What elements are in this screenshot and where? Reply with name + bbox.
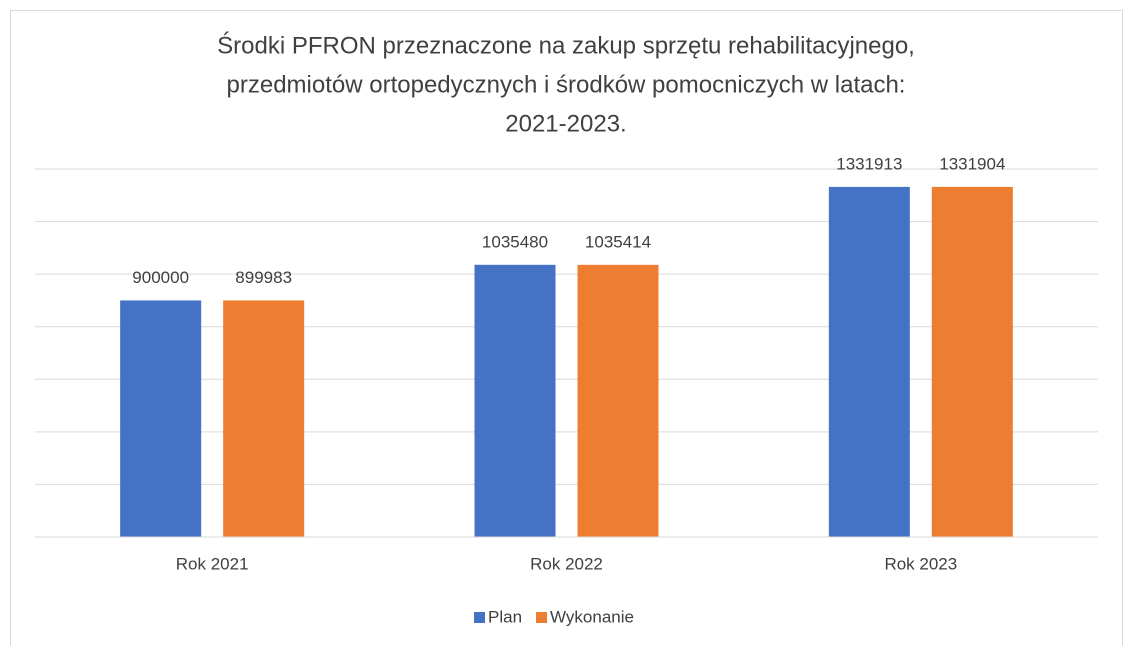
bar bbox=[577, 264, 659, 537]
data-label: 899983 bbox=[235, 268, 292, 287]
legend-swatch bbox=[536, 612, 548, 623]
data-label: 1035480 bbox=[482, 232, 548, 251]
legend-label: Wykonanie bbox=[550, 607, 634, 626]
legend-swatch bbox=[474, 612, 485, 623]
data-label: 1331913 bbox=[836, 154, 902, 173]
x-tick-label: Rok 2023 bbox=[884, 554, 957, 573]
chart-title: Środki PFRON przeznaczone na zakup sprzę… bbox=[217, 31, 915, 59]
bar bbox=[474, 264, 556, 537]
bar bbox=[223, 300, 305, 537]
bar bbox=[828, 186, 910, 537]
x-tick-label: Rok 2021 bbox=[176, 554, 249, 573]
data-label: 900000 bbox=[132, 268, 189, 287]
data-label: 1331904 bbox=[939, 154, 1005, 173]
x-tick-label: Rok 2022 bbox=[530, 554, 603, 573]
chart-title: 2021-2023. bbox=[505, 110, 626, 137]
data-label: 1035414 bbox=[585, 232, 651, 251]
chart-title: przedmiotów ortopedycznych i środków pom… bbox=[227, 71, 906, 98]
bar bbox=[120, 300, 202, 537]
bar bbox=[931, 186, 1013, 537]
legend-label: Plan bbox=[488, 607, 522, 626]
